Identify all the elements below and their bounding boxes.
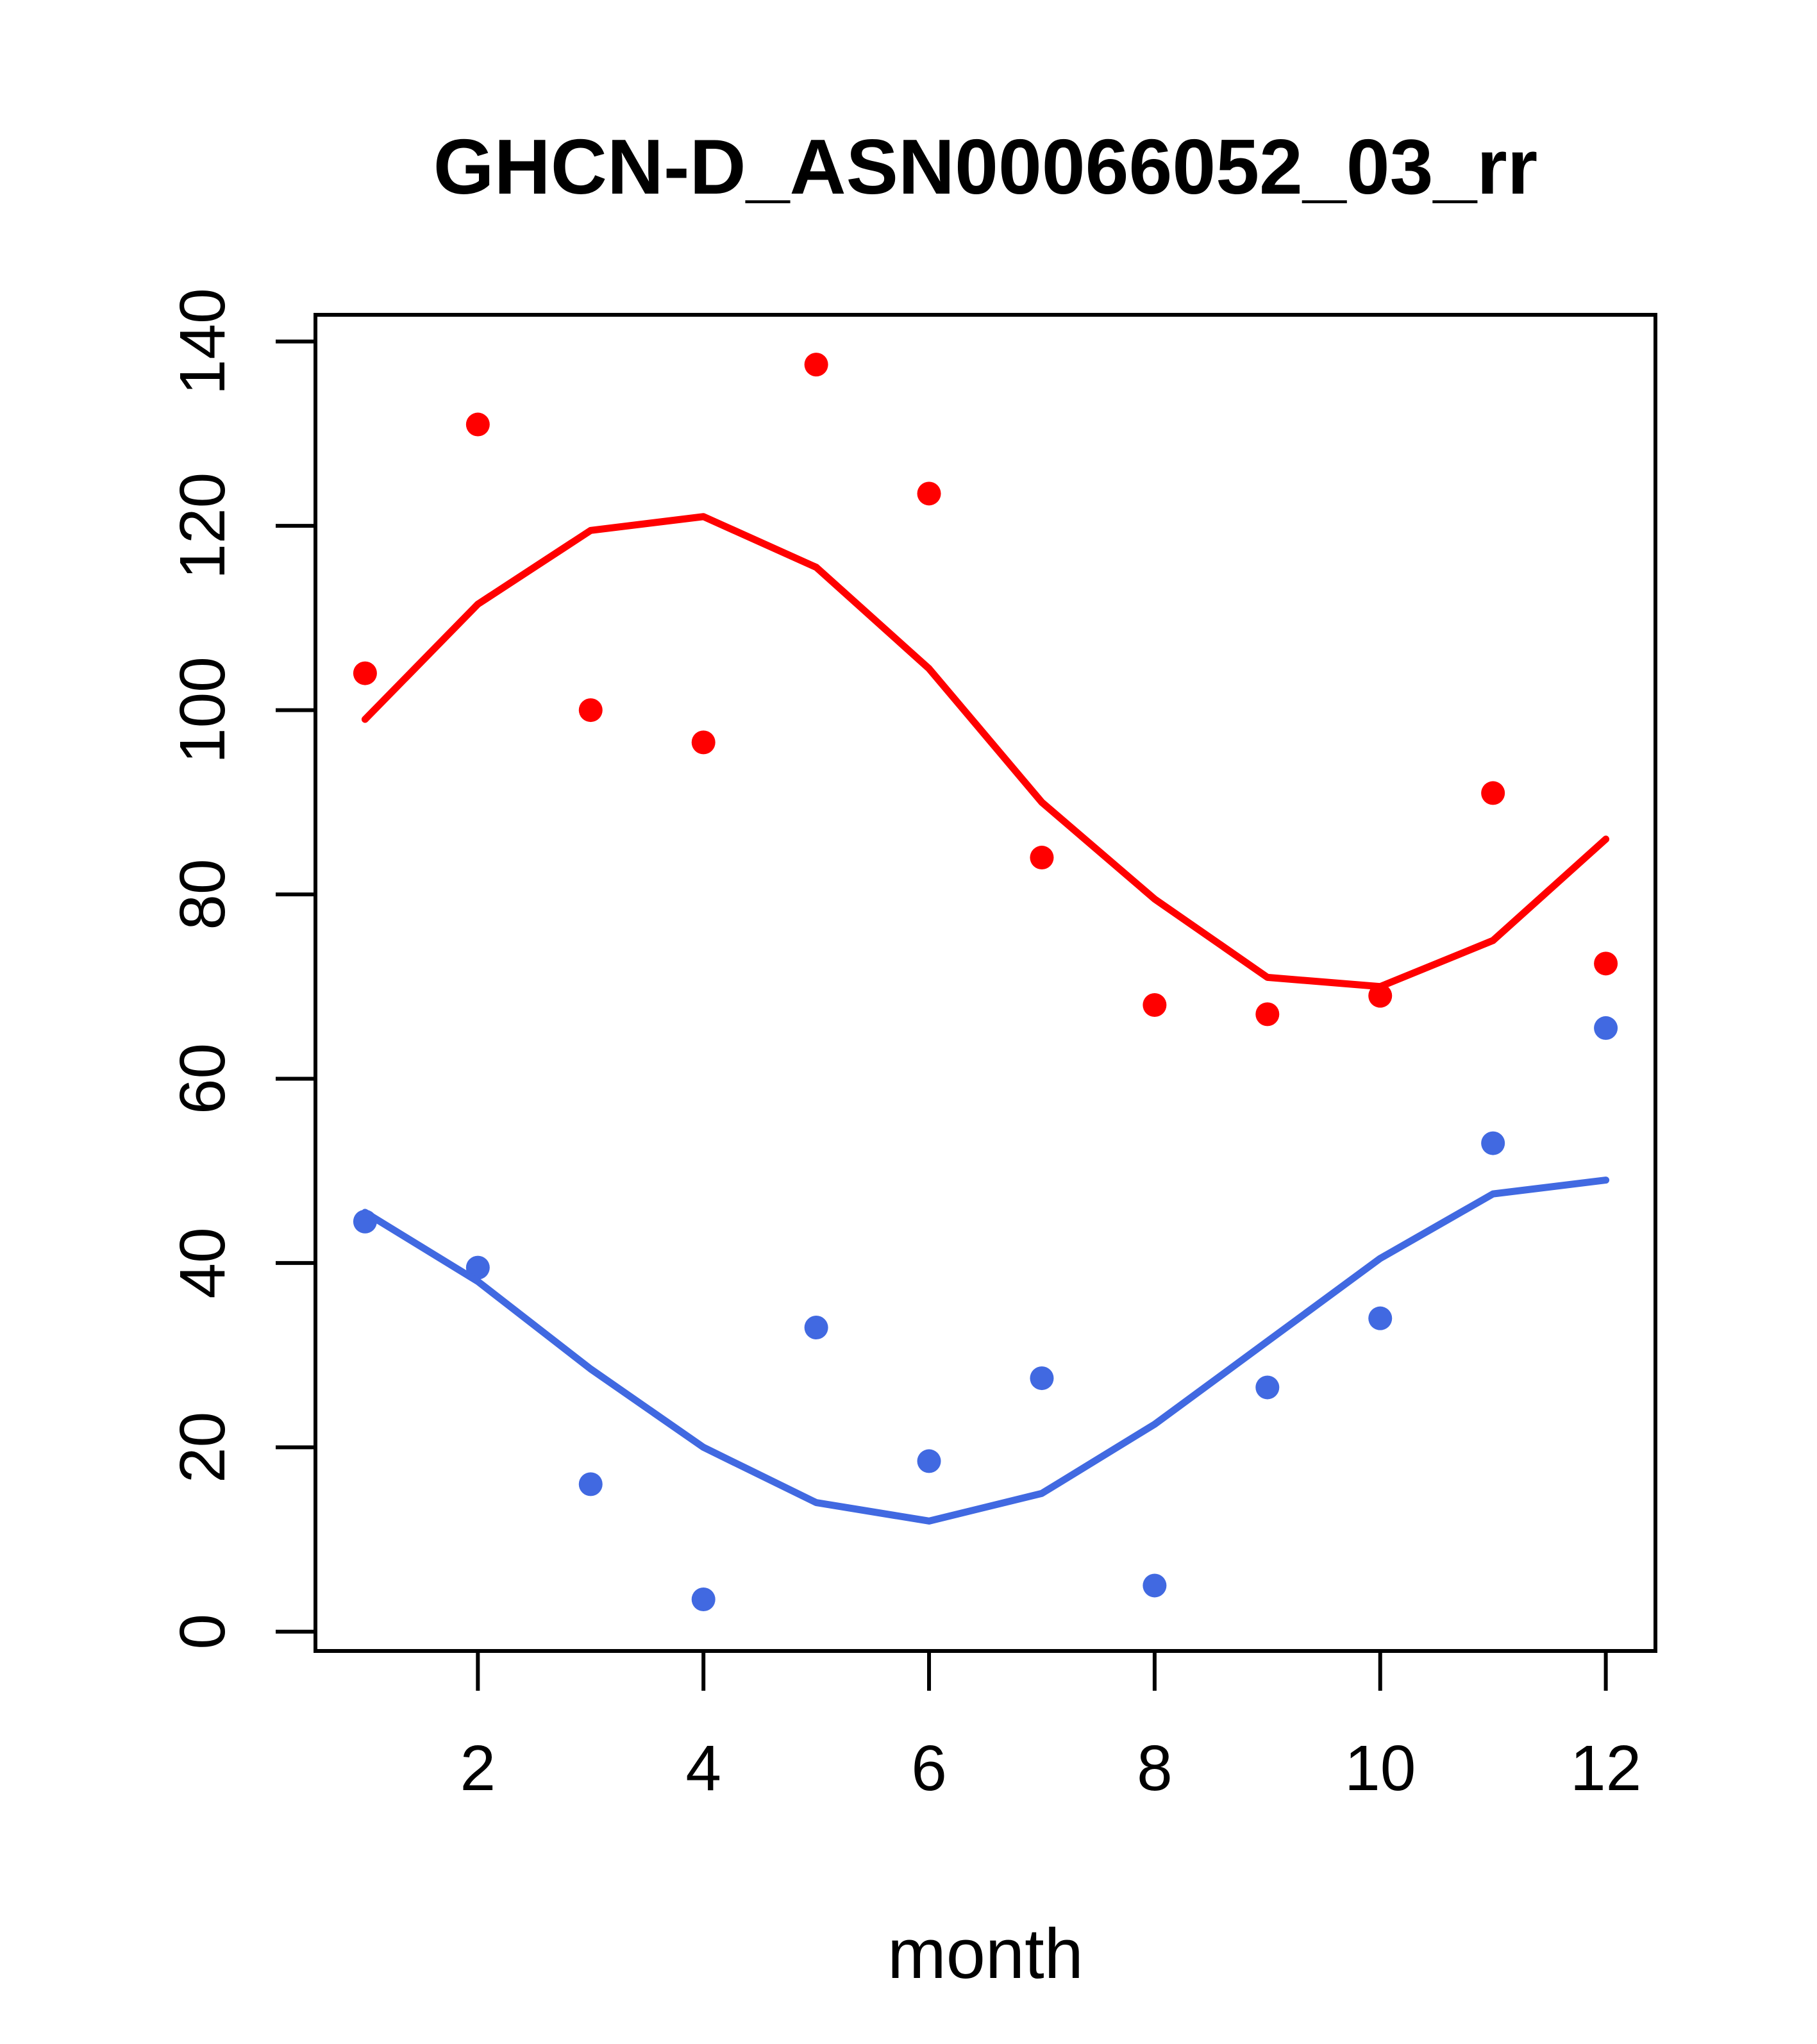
blue-monthly-point bbox=[1255, 1375, 1280, 1400]
y-tick-label: 40 bbox=[167, 1227, 239, 1298]
red-monthly-point bbox=[804, 353, 828, 377]
blue-monthly-point bbox=[1030, 1366, 1054, 1391]
red-monthly-point bbox=[465, 412, 490, 437]
y-tick-label: 140 bbox=[167, 288, 239, 395]
blue-monthly-point bbox=[1143, 1573, 1167, 1598]
x-tick-label: 10 bbox=[1344, 1732, 1416, 1804]
chart-title: GHCN-D_ASN00066052_03_rr bbox=[433, 123, 1538, 210]
y-tick-label: 80 bbox=[167, 859, 239, 930]
red-monthly-point bbox=[578, 698, 603, 723]
blue-monthly-point bbox=[804, 1316, 828, 1340]
x-tick-label: 8 bbox=[1137, 1732, 1173, 1804]
blue-monthly-point bbox=[1481, 1131, 1505, 1155]
red-trend-line bbox=[361, 513, 1610, 991]
y-tick-label: 20 bbox=[167, 1412, 239, 1483]
blue-trend-line bbox=[361, 1177, 1610, 1525]
y-tick-label: 0 bbox=[167, 1614, 239, 1650]
blue-monthly-point bbox=[691, 1587, 716, 1612]
blue-monthly-point bbox=[917, 1449, 941, 1473]
blue-monthly-point bbox=[1594, 1016, 1618, 1040]
blue-monthly-point bbox=[578, 1472, 603, 1496]
x-tick-label: 12 bbox=[1570, 1732, 1641, 1804]
red-monthly-point bbox=[1143, 993, 1167, 1017]
blue-monthly-point bbox=[1368, 1306, 1393, 1330]
red-monthly-point bbox=[1255, 1002, 1280, 1026]
red-monthly-point bbox=[1368, 984, 1393, 1008]
red-monthly-point bbox=[1481, 781, 1505, 805]
red-monthly-point bbox=[353, 661, 377, 685]
plot-box bbox=[314, 313, 1657, 1653]
x-tick-label: 4 bbox=[685, 1732, 721, 1804]
red-monthly-point bbox=[1594, 951, 1618, 976]
y-tick-label: 100 bbox=[167, 657, 239, 764]
red-monthly-point bbox=[691, 730, 716, 755]
blue-monthly-point bbox=[465, 1255, 490, 1280]
x-tick-label: 2 bbox=[460, 1732, 496, 1804]
red-monthly-point bbox=[917, 482, 941, 506]
y-tick-label: 60 bbox=[167, 1043, 239, 1114]
red-monthly-point bbox=[1030, 846, 1054, 870]
y-tick-label: 120 bbox=[167, 473, 239, 580]
x-tick-label: 6 bbox=[911, 1732, 947, 1804]
x-axis-label: month bbox=[887, 1914, 1084, 1993]
